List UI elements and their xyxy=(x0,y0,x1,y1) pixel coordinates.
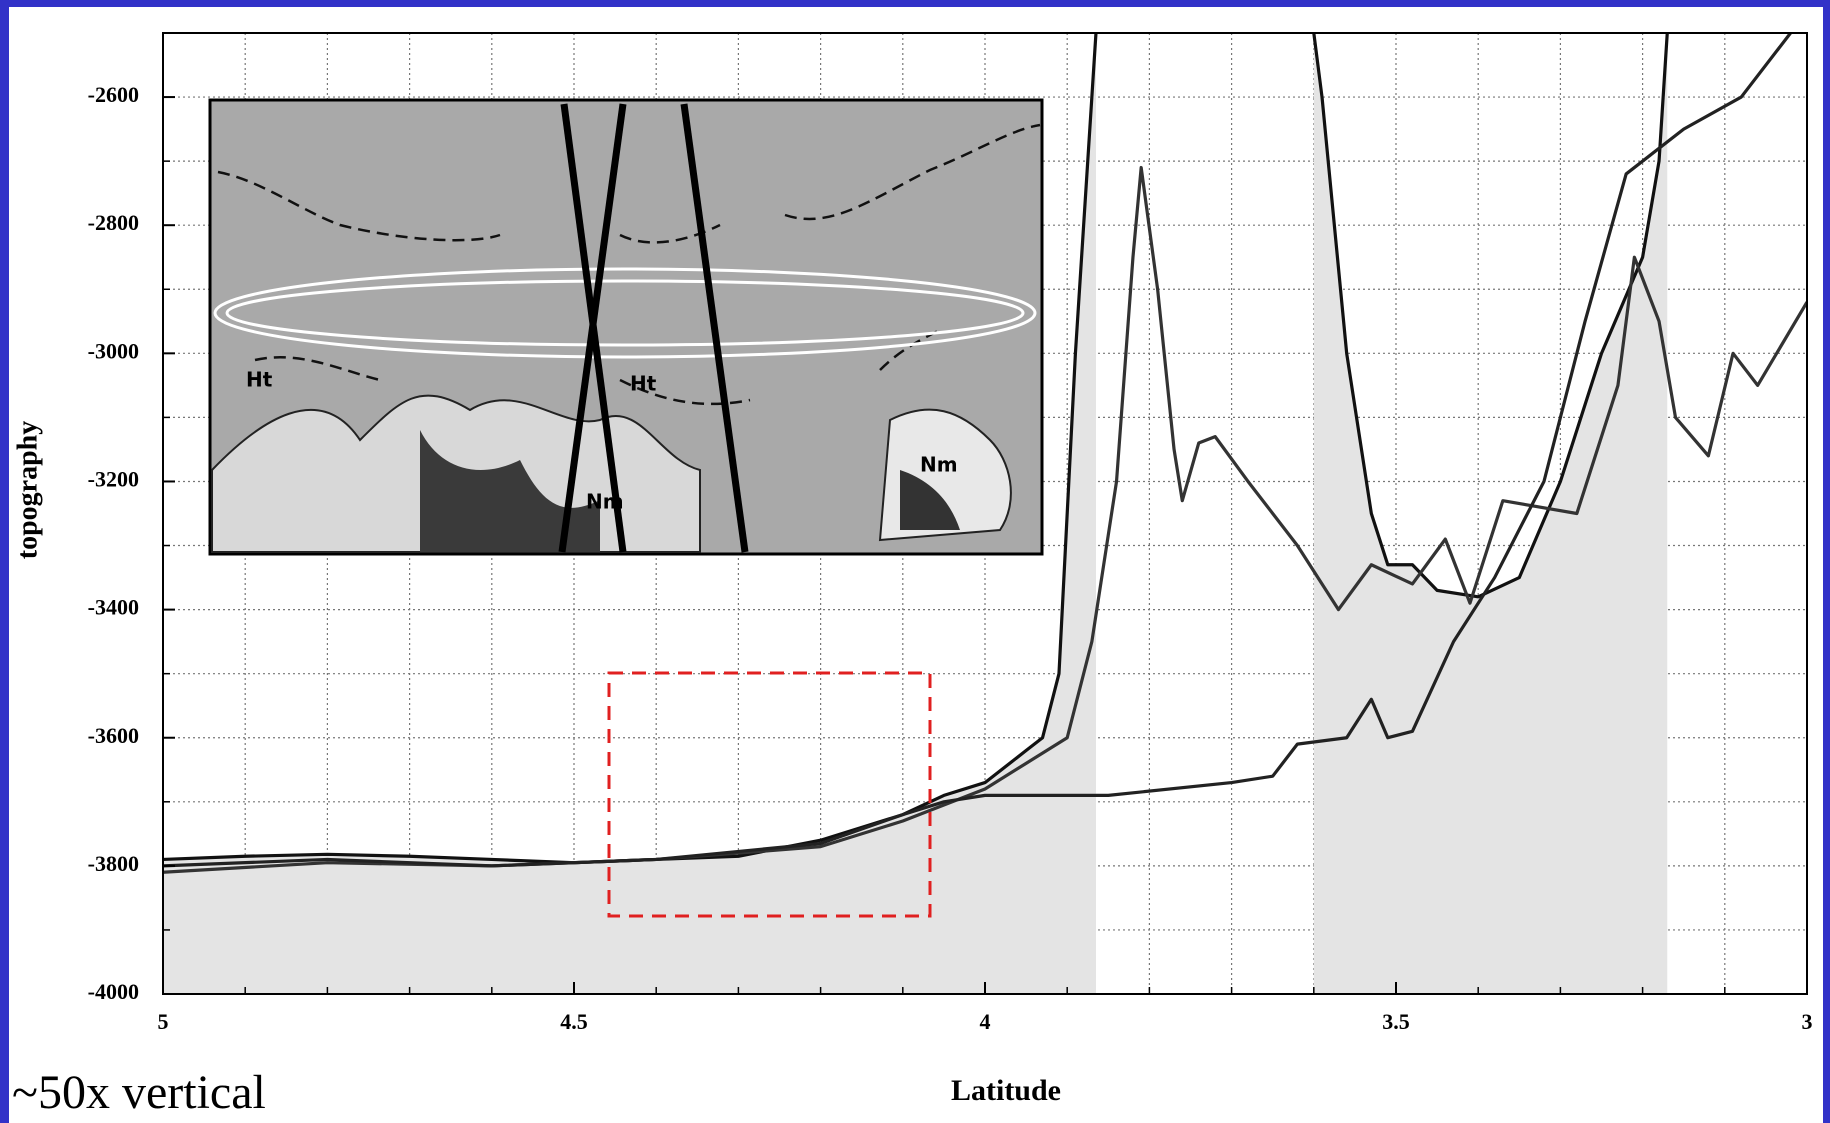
y-tick-label: -3800 xyxy=(88,851,139,876)
inset-label: Ht xyxy=(630,372,657,396)
inset-label: Ht xyxy=(246,368,273,392)
y-tick-label: -2600 xyxy=(88,82,139,107)
chart: Ht Ht Nm Nm topography Latitude ~50x ver… xyxy=(0,0,1830,1123)
x-tick-label: 3.5 xyxy=(1382,1009,1410,1034)
inset-label: Nm xyxy=(586,490,624,514)
y-tick-label: -2800 xyxy=(88,210,139,235)
y-tick-label: -3600 xyxy=(88,723,139,748)
inset-map: Ht Ht Nm Nm xyxy=(210,100,1042,554)
inset-label: Nm xyxy=(920,453,958,477)
x-tick-label: 4 xyxy=(980,1009,991,1034)
x-tick-label: 3 xyxy=(1802,1009,1813,1034)
x-axis-label: Latitude xyxy=(951,1074,1061,1107)
y-tick-label: -3200 xyxy=(88,467,139,492)
x-tick-label: 5 xyxy=(158,1009,169,1034)
y-axis-label: topography xyxy=(12,421,43,559)
annotation: ~50x vertical xyxy=(12,1066,266,1119)
y-tick-label: -3400 xyxy=(88,595,139,620)
x-tick-label: 4.5 xyxy=(560,1009,588,1034)
highlight-fill xyxy=(688,880,940,970)
y-tick-label: -4000 xyxy=(88,979,139,1004)
page: Ht Ht Nm Nm topography Latitude ~50x ver… xyxy=(0,0,1830,1123)
y-tick-label: -3000 xyxy=(88,338,139,363)
